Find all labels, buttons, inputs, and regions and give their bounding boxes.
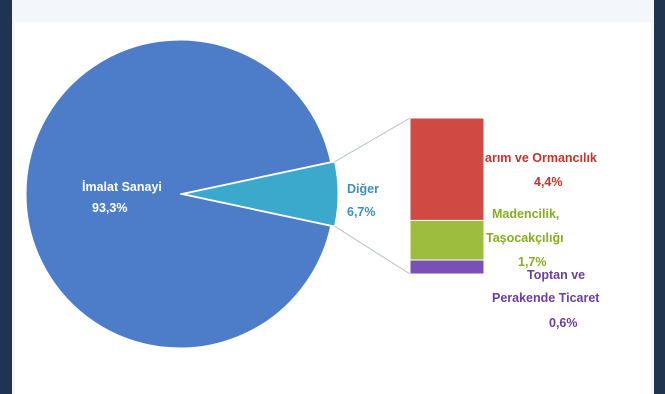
toptan-name-line2: Perakende Ticaret xyxy=(492,291,600,305)
diger-value: 6,7% xyxy=(347,205,376,219)
bar-segment-0 xyxy=(409,117,485,221)
connector-line-0 xyxy=(334,117,411,163)
bar-segment-2 xyxy=(409,259,485,275)
tarim-name: arım ve Ormancılık xyxy=(485,151,597,165)
imalat-sanayi-value: 93,3% xyxy=(92,201,127,215)
pie-slice-imalat-sanayi xyxy=(25,39,332,349)
madencilik-name-line2: Taşocakçılığı xyxy=(486,231,564,245)
tarim-value: 4,4% xyxy=(534,175,563,189)
imalat-sanayi-name: İmalat Sanayi xyxy=(82,179,162,194)
toptan-value: 0,6% xyxy=(549,316,578,330)
pie-slice-diger xyxy=(183,161,339,227)
madencilik-value: 1,7% xyxy=(518,255,547,269)
bar-layer xyxy=(409,117,485,275)
madencilik-name-line1: Madencilik, xyxy=(492,207,559,221)
toptan-name-line1: Toptan ve xyxy=(527,268,585,282)
pie-layer xyxy=(25,39,339,349)
chart-frame: İmalat Sanayi 93,3% Diğer 6,7% arım ve O… xyxy=(12,0,654,394)
bar-of-pie-chart: İmalat Sanayi 93,3% Diğer 6,7% arım ve O… xyxy=(25,39,600,349)
connector-line-1 xyxy=(334,225,411,275)
diger-name: Diğer xyxy=(347,182,379,196)
bar-segment-1 xyxy=(409,219,485,261)
connector-layer xyxy=(334,117,411,275)
